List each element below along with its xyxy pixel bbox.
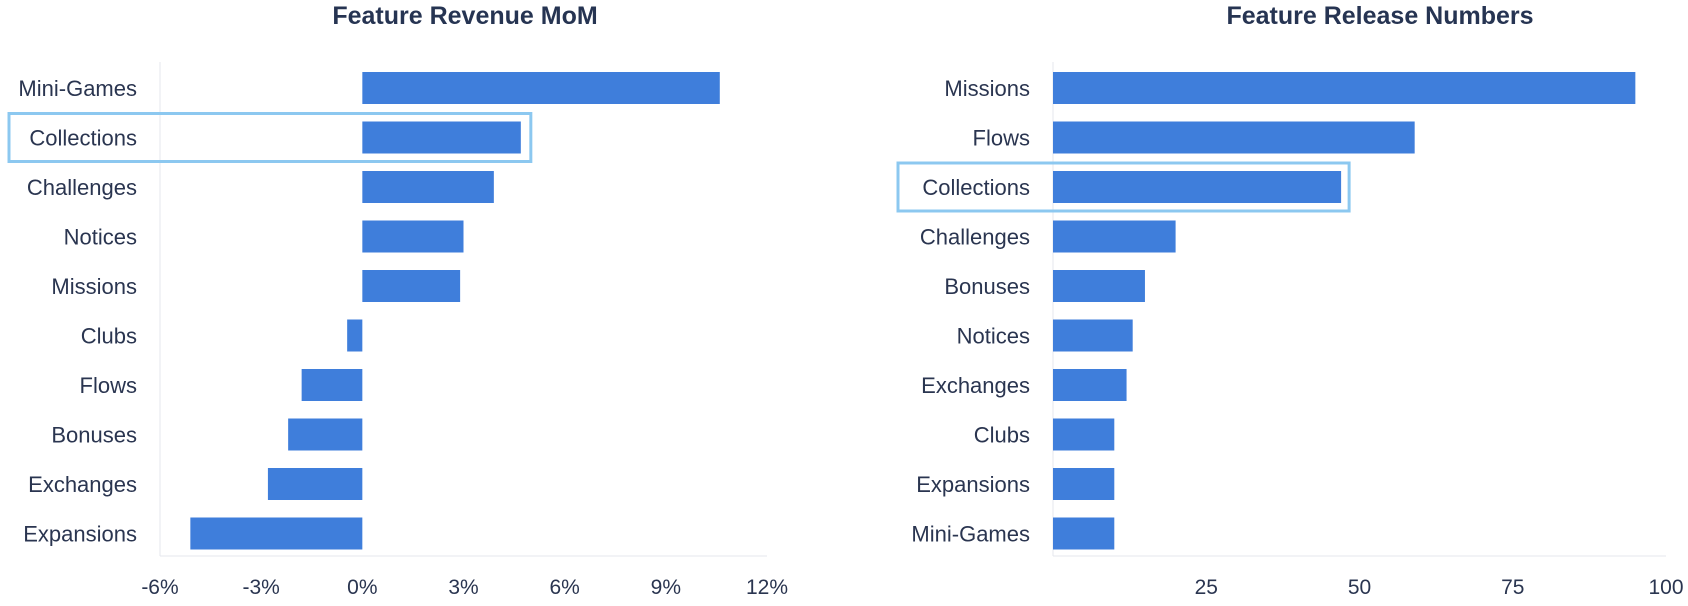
right-x-tick-label: 75 (1501, 576, 1524, 599)
right-bar-challenges (1053, 220, 1176, 253)
right-category-label: Mini-Games (911, 522, 1030, 547)
right-bar-exchanges (1053, 369, 1127, 401)
right-x-tick-label: 100 (1648, 576, 1683, 599)
right-bar-clubs (1053, 418, 1115, 451)
left-bar-bonuses (288, 418, 363, 451)
right-category-label: Challenges (920, 225, 1030, 250)
right-category-label: Clubs (974, 423, 1030, 448)
left-category-label: Challenges (27, 175, 137, 200)
left-bar-collections (362, 121, 521, 154)
left-bar-flows (301, 369, 363, 401)
right-category-label: Exchanges (921, 373, 1030, 398)
right-bar-flows (1053, 121, 1415, 154)
right-highlight-box (896, 161, 1351, 213)
left-category-label: Clubs (81, 324, 137, 349)
left-bar-expansions (190, 517, 363, 550)
left-category-label: Mini-Games (18, 76, 137, 101)
right-chart-release-numbers: Feature Release Numbers Missions Flows Col… (896, 2, 1684, 599)
left-x-tick-label: 9% (651, 576, 681, 599)
left-category-label: Collections (29, 126, 137, 151)
left-x-tick-label: -3% (242, 576, 279, 599)
left-category-label: Missions (51, 274, 137, 299)
left-highlight-box (7, 112, 533, 163)
left-chart-title: Feature Revenue MoM (332, 2, 597, 30)
left-bar-clubs (347, 319, 363, 352)
right-category-label: Expansions (916, 472, 1030, 497)
right-category-label: Missions (944, 76, 1030, 101)
right-x-tick-label: 25 (1195, 576, 1218, 599)
right-bar-collections (1053, 171, 1342, 203)
left-category-label: Flows (80, 373, 137, 398)
left-category-label: Exchanges (28, 472, 137, 497)
right-bar-mini-games (1053, 517, 1115, 550)
right-x-tick-label: 50 (1348, 576, 1371, 599)
left-bar-notices (362, 220, 464, 253)
left-category-label: Notices (64, 225, 137, 250)
left-category-label: Expansions (23, 522, 137, 547)
left-x-tick-label: -6% (141, 576, 178, 599)
right-category-label: Flows (973, 126, 1030, 151)
right-bar-notices (1053, 319, 1133, 352)
right-category-label: Notices (957, 324, 1030, 349)
right-category-label: Bonuses (944, 274, 1030, 299)
left-bar-missions (362, 270, 461, 302)
right-category-label: Collections (922, 175, 1030, 200)
right-bar-missions (1053, 72, 1636, 104)
left-x-tick-label: 3% (448, 576, 478, 599)
left-x-tick-label: 6% (549, 576, 579, 599)
right-bar-expansions (1053, 468, 1115, 500)
left-x-tick-label: 0% (347, 576, 377, 599)
right-chart-title: Feature Release Numbers (1226, 2, 1533, 30)
left-chart-revenue-mom: Feature Revenue MoM Mini-Games Collection… (7, 2, 788, 599)
left-bar-mini-games (362, 72, 720, 104)
left-bar-challenges (362, 171, 494, 203)
left-x-tick-label: 12% (746, 576, 788, 599)
right-bar-bonuses (1053, 270, 1145, 302)
left-category-label: Bonuses (51, 423, 137, 448)
left-bar-exchanges (267, 468, 363, 500)
